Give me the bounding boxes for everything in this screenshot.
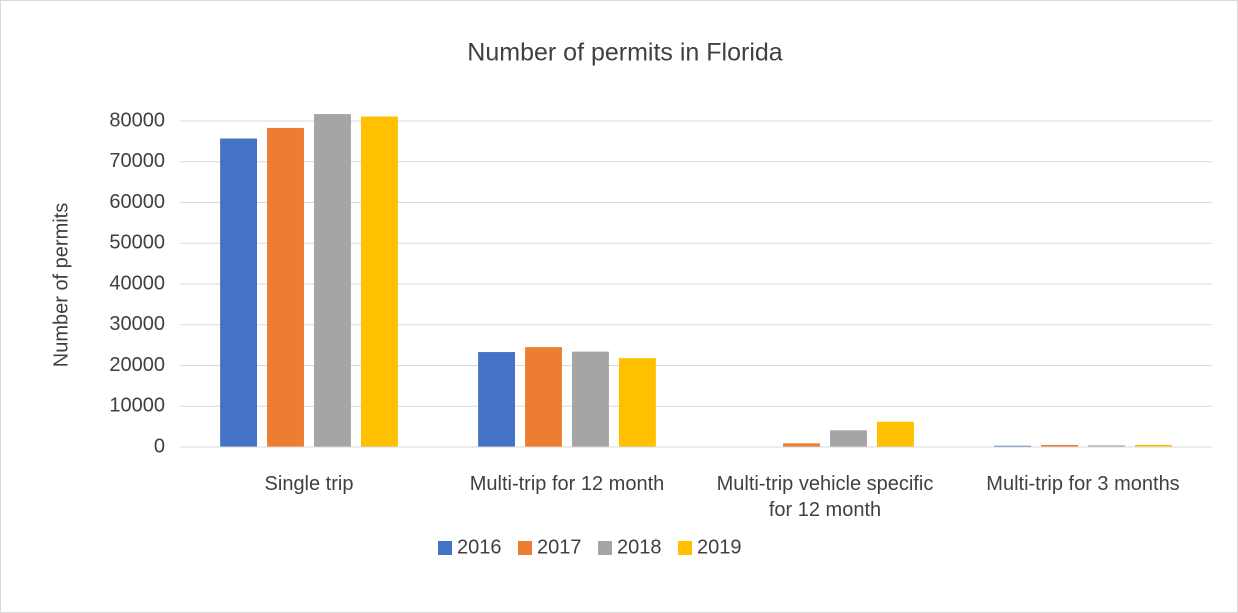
x-tick-label: Multi-trip vehicle specific for 12 month (716, 473, 934, 521)
y-tick-label: 10000 (109, 395, 165, 417)
legend-swatch (678, 541, 692, 555)
legend-swatch (438, 541, 452, 555)
legend-swatch (518, 541, 532, 555)
bar (1134, 444, 1172, 447)
chart-title: Number of permits in Florida (467, 39, 782, 67)
bar (783, 443, 820, 447)
bar (1041, 444, 1078, 447)
bar (1088, 445, 1125, 447)
y-axis-label: Number of permits (50, 203, 72, 368)
bar (314, 114, 351, 447)
bar (525, 347, 562, 447)
x-tick-label: Single trip (264, 473, 354, 495)
x-tick-label: Multi-trip for 3 months (986, 473, 1180, 495)
bar (876, 421, 914, 447)
y-tick-label: 70000 (109, 150, 165, 172)
y-tick-label: 0 (154, 435, 165, 457)
legend-label: 2016 (457, 536, 502, 558)
y-tick-label: 50000 (109, 232, 165, 254)
bar (220, 138, 258, 447)
bar (830, 430, 867, 447)
y-tick-label: 30000 (109, 313, 165, 335)
bar (267, 127, 304, 448)
y-tick-label: 20000 (109, 354, 165, 376)
bar (478, 352, 516, 447)
y-tick-label: 60000 (109, 191, 165, 213)
legend-swatch (598, 541, 612, 555)
legend-label: 2018 (617, 536, 662, 558)
bar (360, 116, 398, 447)
x-tick-label: Multi-trip for 12 month (469, 473, 665, 495)
bar (618, 358, 656, 447)
y-tick-label: 40000 (109, 272, 165, 294)
bar (572, 351, 609, 447)
legend-label: 2017 (537, 536, 582, 558)
legend-label: 2019 (697, 536, 742, 558)
bar (994, 445, 1032, 447)
y-tick-label: 80000 (109, 109, 165, 131)
